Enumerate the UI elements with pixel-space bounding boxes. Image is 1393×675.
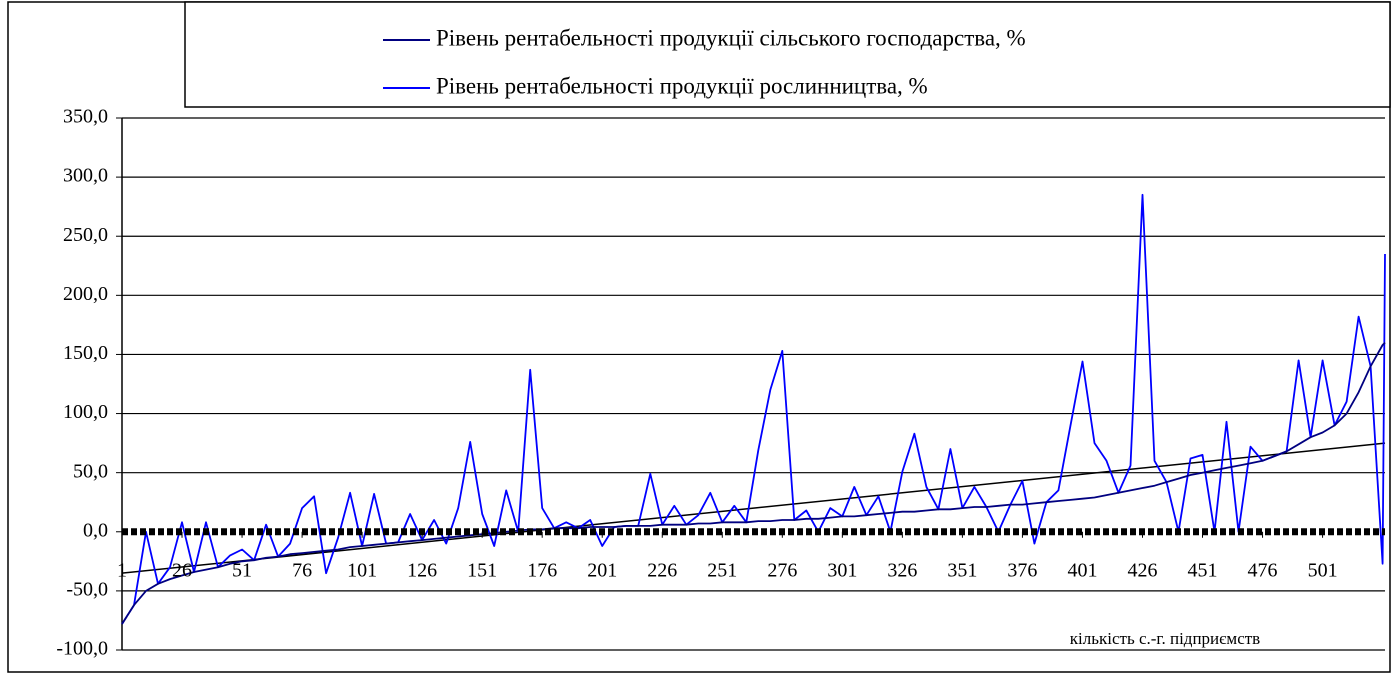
y-tick-label: 150,0 bbox=[63, 342, 108, 364]
x-tick-label: 151 bbox=[467, 559, 497, 581]
x-tick-label: 101 bbox=[347, 559, 377, 581]
x-tick-label: 401 bbox=[1067, 559, 1097, 581]
x-axis-title: кількість с.-г. підприємств bbox=[1070, 629, 1260, 648]
y-tick-label: 300,0 bbox=[63, 165, 108, 187]
x-tick-label: 251 bbox=[707, 559, 737, 581]
x-tick-label: 501 bbox=[1308, 559, 1338, 581]
x-tick-label: 76 bbox=[292, 559, 312, 581]
y-tick-label: 0,0 bbox=[83, 519, 108, 541]
x-tick-label: 351 bbox=[947, 559, 977, 581]
x-tick-label: 51 bbox=[232, 559, 252, 581]
y-tick-label: 100,0 bbox=[63, 401, 108, 423]
x-tick-label: 26 bbox=[172, 559, 192, 581]
y-tick-label: 350,0 bbox=[63, 106, 108, 128]
x-tick-label: 451 bbox=[1188, 559, 1218, 581]
series-line bbox=[121, 341, 1386, 625]
x-tick-label: 276 bbox=[767, 559, 797, 581]
chart-frame bbox=[7, 1, 1391, 673]
y-tick-label: 200,0 bbox=[63, 283, 108, 305]
x-tick-label: 1 bbox=[117, 559, 127, 581]
legend-label: Рівень рентабельності продукції сільсько… bbox=[436, 25, 1026, 50]
x-tick-label: 226 bbox=[647, 559, 677, 581]
x-tick-label: 301 bbox=[827, 559, 857, 581]
x-tick-label: 201 bbox=[587, 559, 617, 581]
x-tick-label: 326 bbox=[887, 559, 917, 581]
x-tick-label: 376 bbox=[1007, 559, 1037, 581]
y-tick-label: 50,0 bbox=[73, 460, 108, 482]
y-tick-label: -100,0 bbox=[56, 638, 108, 660]
legend-box bbox=[184, 1, 1391, 108]
x-tick-label: 426 bbox=[1127, 559, 1157, 581]
y-tick-label: 250,0 bbox=[63, 224, 108, 246]
x-tick-label: 176 bbox=[527, 559, 557, 581]
x-tick-label: 476 bbox=[1248, 559, 1278, 581]
x-tick-label: 126 bbox=[407, 559, 437, 581]
y-tick-label: -50,0 bbox=[66, 578, 108, 600]
legend-label: Рівень рентабельності продукції рослинни… bbox=[436, 73, 928, 98]
